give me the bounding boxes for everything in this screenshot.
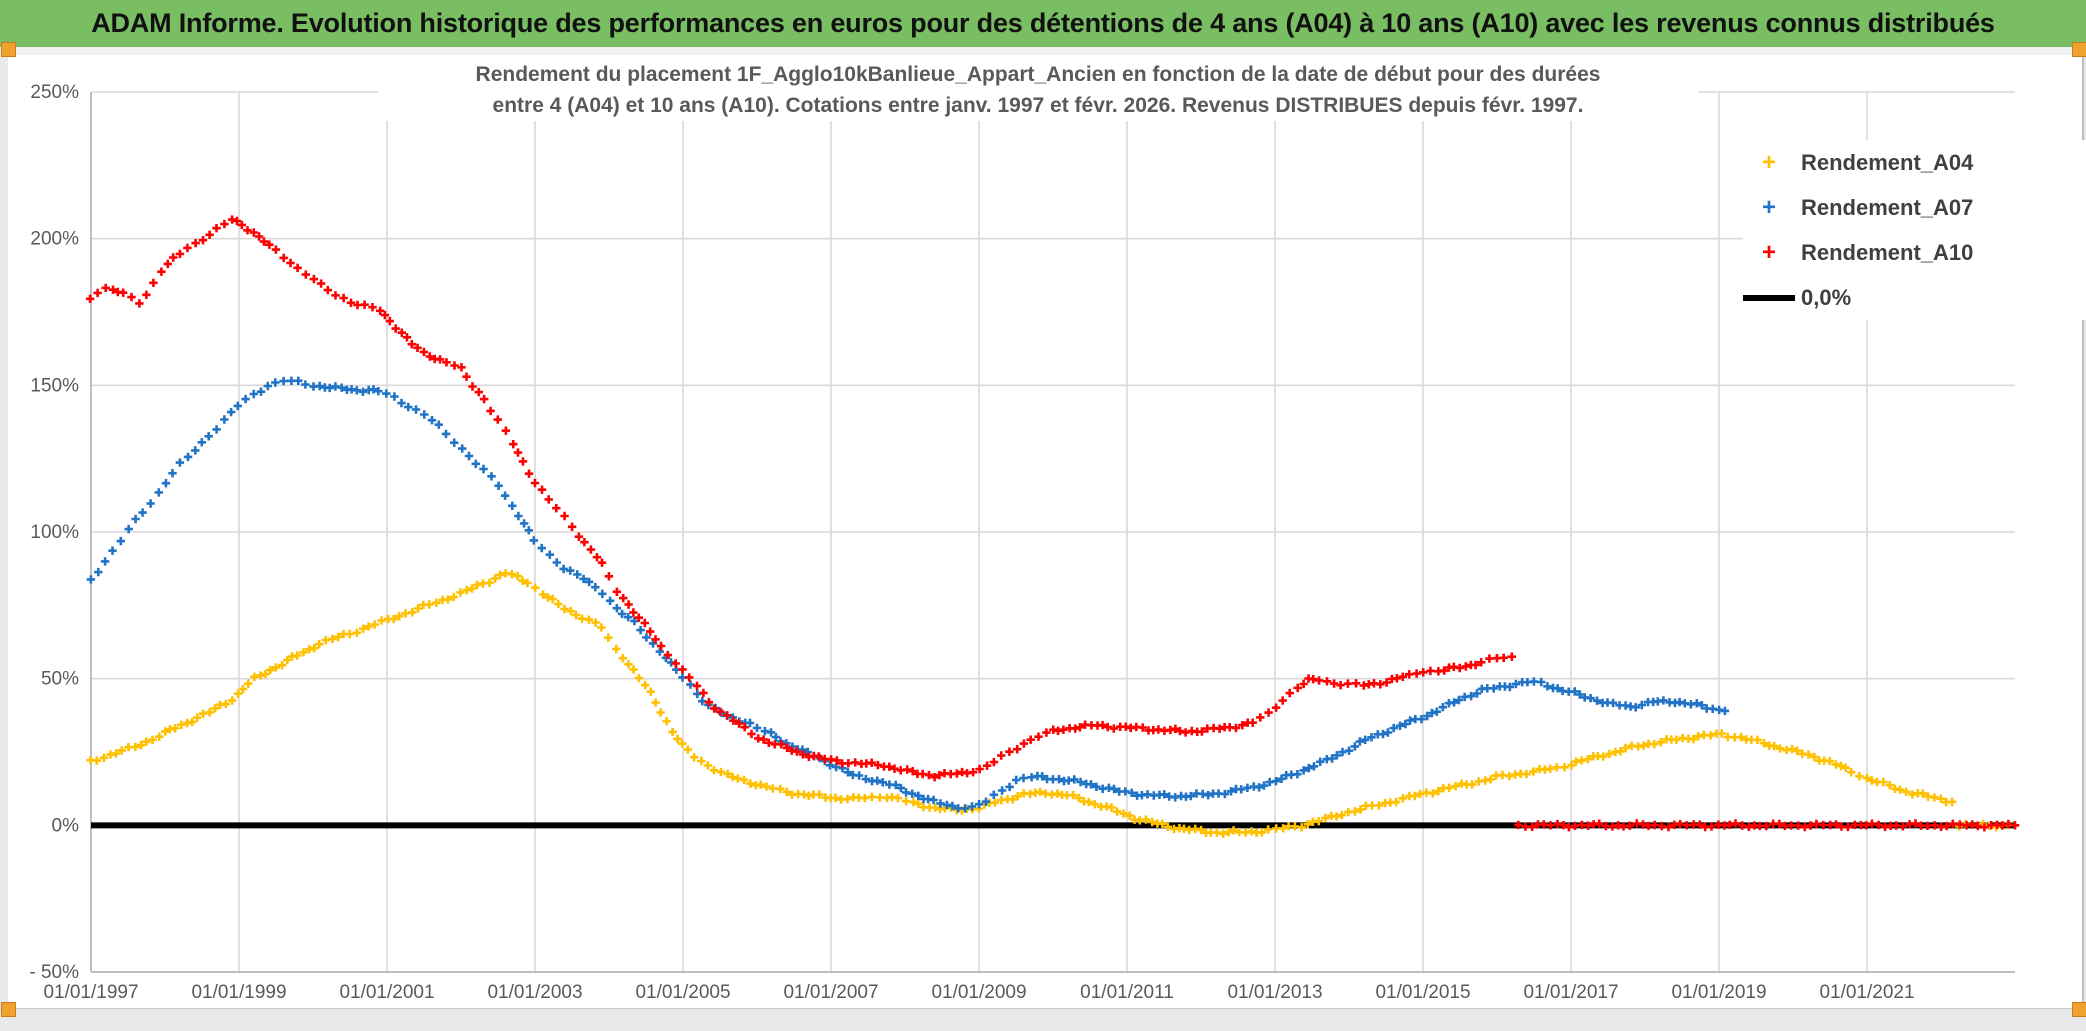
svg-text:01/01/2021: 01/01/2021: [1819, 982, 1914, 1003]
zero-line-icon: [1743, 294, 1795, 301]
chart-selection-handle-top-left[interactable]: [1, 42, 16, 57]
series-rendement_a04: [86, 569, 2020, 838]
chart-title-line1: Rendement du placement 1F_Agglo10kBanlie…: [475, 63, 1601, 86]
legend-item-a10[interactable]: + Rendement_A10: [1743, 230, 2086, 275]
svg-text:50%: 50%: [41, 669, 79, 690]
svg-text:01/01/2007: 01/01/2007: [783, 982, 878, 1003]
legend-label: Rendement_A04: [1801, 149, 1974, 175]
plus-marker-icon: +: [1761, 238, 1776, 266]
plus-marker-icon: +: [1761, 193, 1776, 221]
y-axis-labels: 250% 200% 150% 100% 50% 0% - 50%: [29, 82, 79, 983]
svg-text:01/01/2003: 01/01/2003: [487, 982, 582, 1003]
chart-object[interactable]: 01/01/1997 01/01/1999 01/01/2001 01/01/2003…: [8, 55, 2086, 1008]
legend-label: Rendement_A10: [1801, 239, 1974, 265]
banner-title: ADAM Informe. Evolution historique des p…: [91, 8, 1995, 38]
plus-marker-icon: +: [1761, 148, 1776, 176]
chart-selection-handle-bottom-left[interactable]: [1, 1002, 16, 1017]
series-rendement_a07: [86, 376, 1730, 813]
svg-text:150%: 150%: [30, 375, 79, 396]
chart-selection-handle-top-right[interactable]: [2072, 42, 2086, 57]
svg-text:100%: 100%: [30, 522, 79, 543]
top-strip: [0, 47, 2086, 55]
svg-text:- 50%: - 50%: [29, 962, 79, 983]
svg-text:01/01/2013: 01/01/2013: [1227, 982, 1322, 1003]
svg-text:0%: 0%: [52, 815, 80, 836]
legend-item-zero-line[interactable]: 0,0%: [1743, 275, 2086, 320]
chart-title-line2: entre 4 (A04) et 10 ans (A10). Cotations…: [492, 94, 1584, 117]
svg-text:200%: 200%: [30, 229, 79, 250]
legend-label: Rendement_A07: [1801, 194, 1974, 220]
gridlines: [90, 91, 2015, 973]
svg-text:01/01/2011: 01/01/2011: [1080, 982, 1174, 1003]
svg-text:01/01/2017: 01/01/2017: [1523, 982, 1618, 1003]
legend-label: 0,0%: [1801, 284, 1852, 310]
chart-legend[interactable]: + Rendement_A04 + Rendement_A07 + Rendem…: [1743, 140, 2086, 320]
svg-text:01/01/2015: 01/01/2015: [1375, 982, 1470, 1003]
svg-text:01/01/2005: 01/01/2005: [635, 982, 730, 1003]
svg-text:01/01/1999: 01/01/1999: [191, 982, 286, 1003]
svg-text:01/01/1997: 01/01/1997: [43, 982, 138, 1003]
legend-item-a04[interactable]: + Rendement_A04: [1743, 140, 2086, 185]
chart-title: Rendement du placement 1F_Agglo10kBanlie…: [378, 59, 1698, 121]
svg-text:01/01/2001: 01/01/2001: [339, 982, 434, 1003]
banner: ADAM Informe. Evolution historique des p…: [0, 0, 2086, 48]
series-rendement_a10: [85, 215, 2020, 832]
legend-item-a07[interactable]: + Rendement_A07: [1743, 185, 2086, 230]
svg-text:01/01/2019: 01/01/2019: [1671, 982, 1766, 1003]
x-axis-labels: 01/01/1997 01/01/1999 01/01/2001 01/01/2003…: [43, 982, 1914, 1003]
bottom-strip: [0, 1008, 2086, 1031]
chart-selection-handle-bottom-right[interactable]: [2072, 1002, 2086, 1017]
svg-text:250%: 250%: [30, 82, 79, 103]
svg-text:01/01/2009: 01/01/2009: [931, 982, 1026, 1003]
